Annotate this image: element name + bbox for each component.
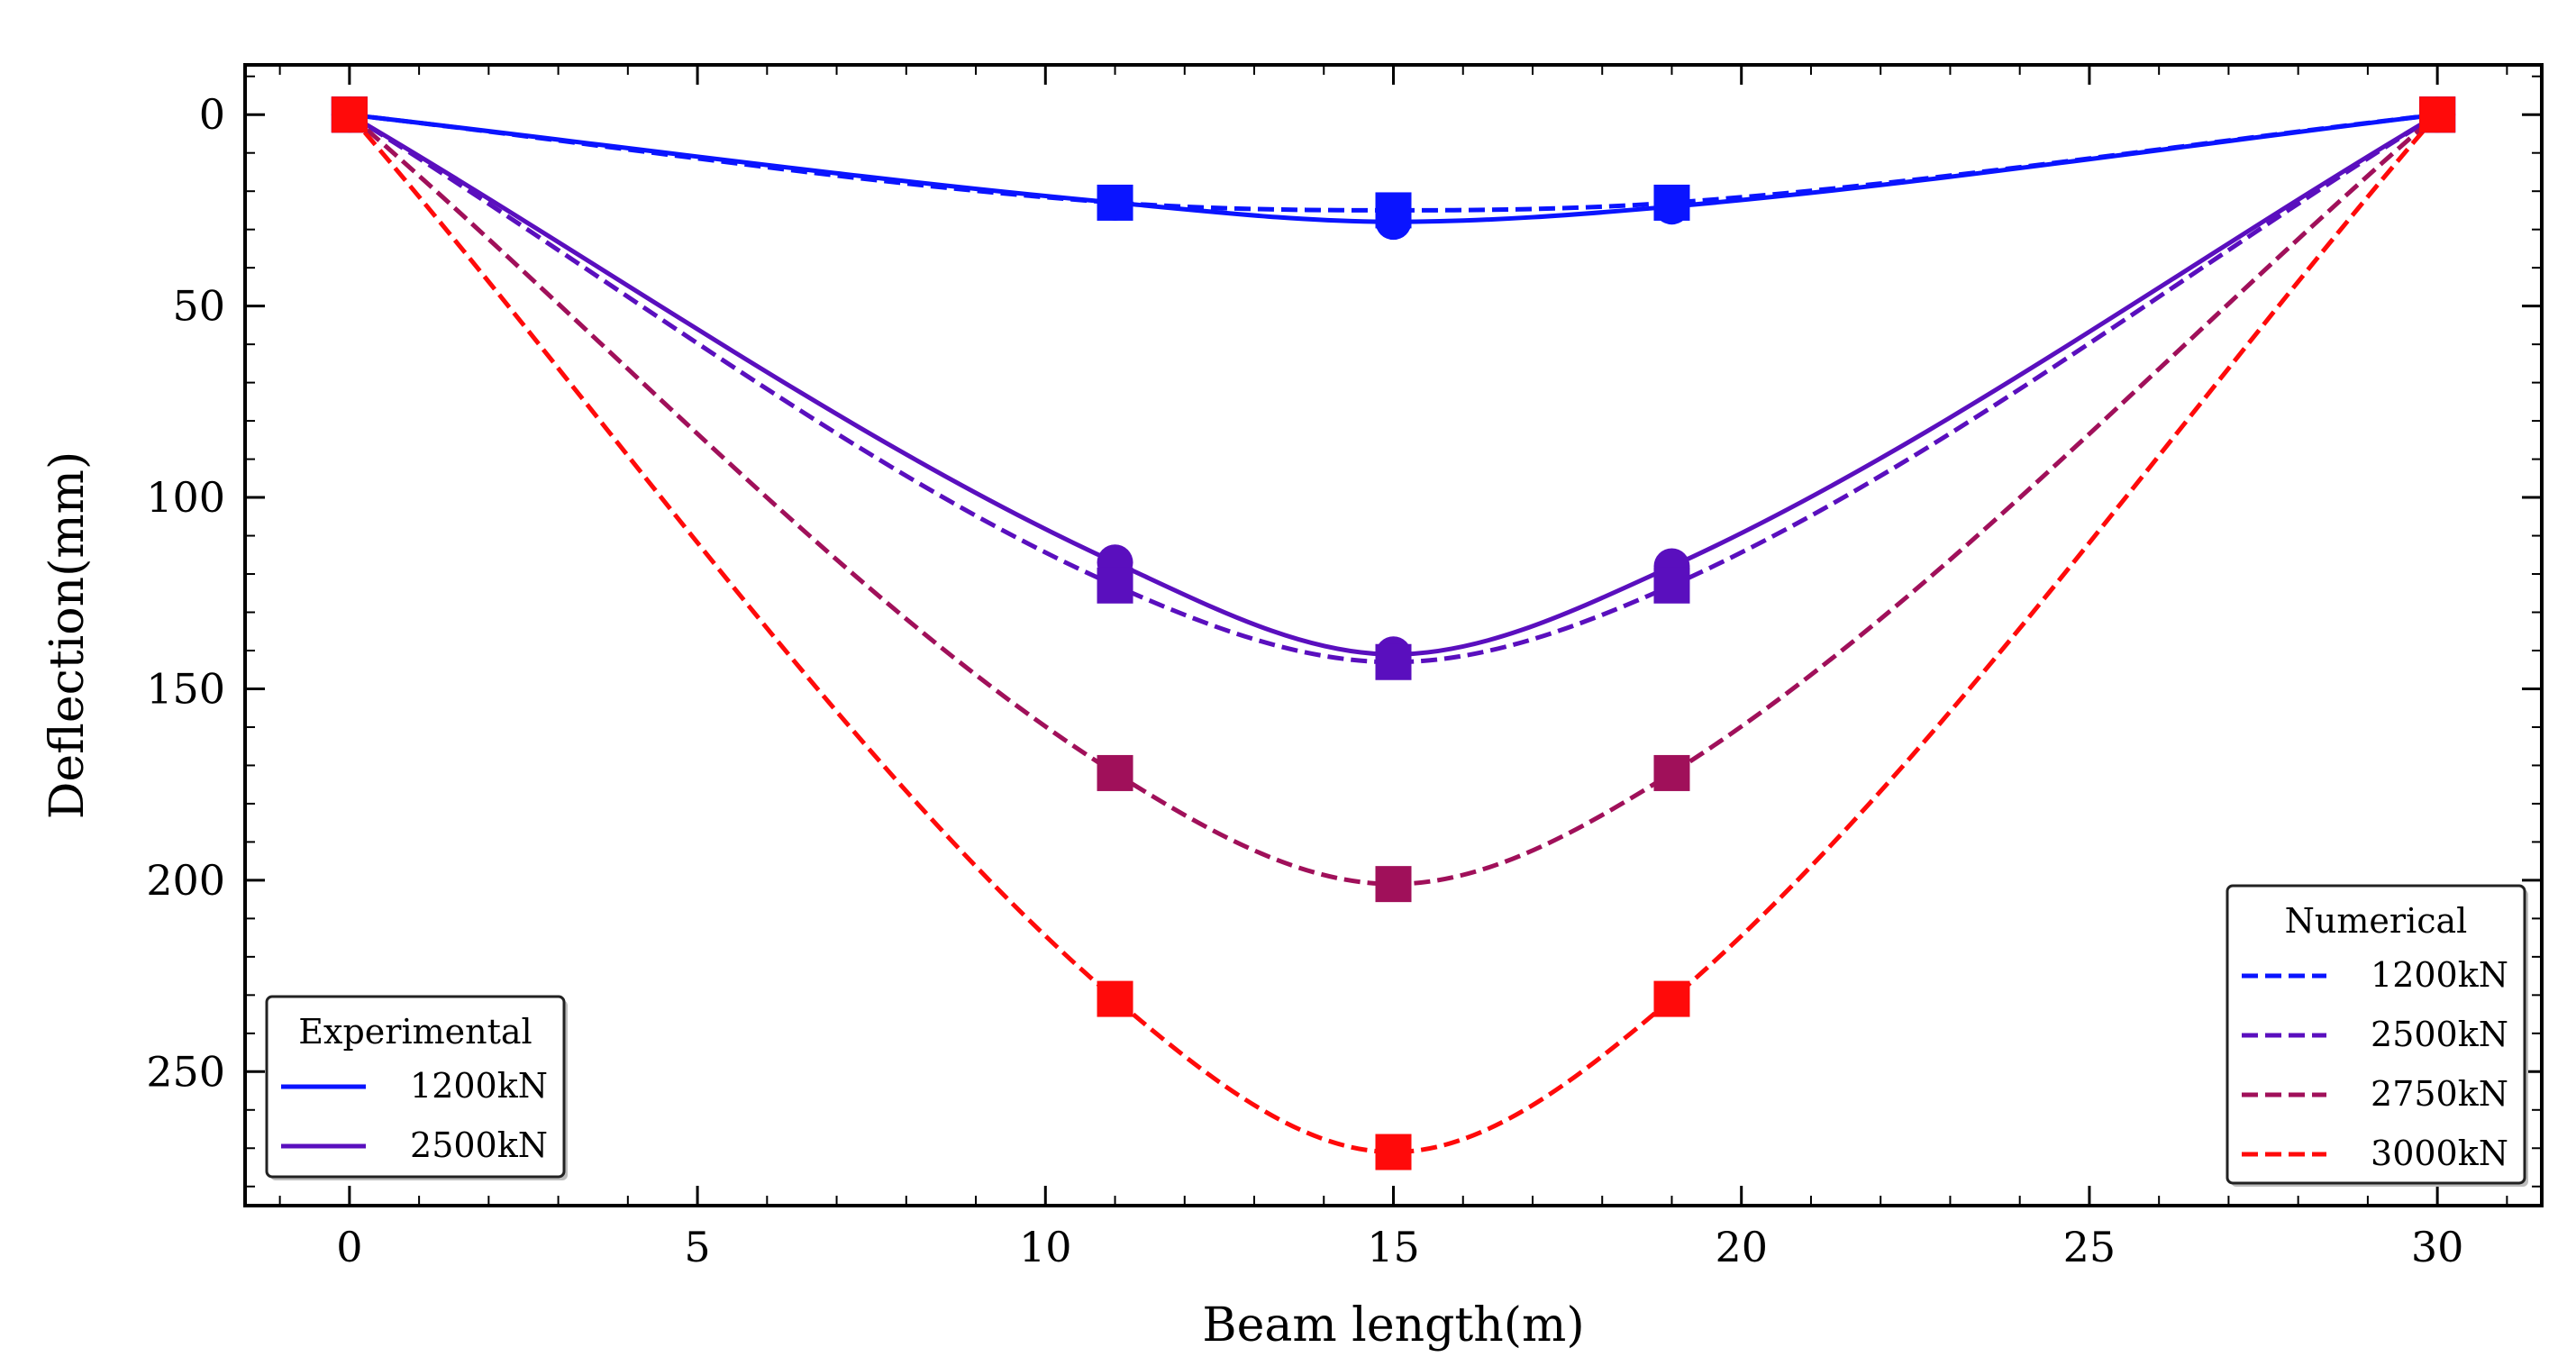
numerical-legend-label-3000kn: 3000kN xyxy=(2371,1134,2508,1173)
experimental-legend-label-2500kn: 2500kN xyxy=(410,1125,548,1165)
numerical-3000kn-point-1 xyxy=(1097,980,1133,1017)
axes-layer xyxy=(243,63,2544,1207)
numerical-2500kn-point-2 xyxy=(1375,643,1412,680)
x-tick-label: 20 xyxy=(1715,1223,1768,1271)
x-tick-label: 0 xyxy=(336,1223,362,1271)
numerical-legend: Numerical 1200kN 2500kN 2750kN 3000kN xyxy=(2226,884,2528,1187)
marker-layer xyxy=(331,96,2456,1170)
numerical-2500kn-point-3 xyxy=(1653,567,1690,604)
numerical-legend-label-2750kn: 2750kN xyxy=(2371,1074,2508,1114)
numerical-3000kn-point-4 xyxy=(2419,96,2456,133)
experimental-legend-label-1200kn: 1200kN xyxy=(410,1066,548,1106)
numerical-3000kn-point-2 xyxy=(1375,1134,1412,1170)
numerical-2500kn-line xyxy=(348,113,2439,665)
numerical-legend-label-2500kn: 2500kN xyxy=(2371,1015,2508,1054)
experimental-legend-box xyxy=(265,995,566,1179)
numerical-2750kn-point-2 xyxy=(1375,866,1412,903)
y-tick-label: 250 xyxy=(146,1047,225,1096)
y-tick-label: 50 xyxy=(172,282,225,331)
numerical-1200kn-line xyxy=(349,112,2438,213)
numerical-2500kn-point-1 xyxy=(1097,567,1133,604)
numerical-3000kn-point-0 xyxy=(331,96,368,133)
numerical-2750kn-point-1 xyxy=(1097,754,1133,791)
x-tick-label: 25 xyxy=(2063,1223,2116,1271)
x-tick-label: 30 xyxy=(2411,1223,2464,1271)
x-tick-label: 10 xyxy=(1019,1223,1072,1271)
x-tick-label: 5 xyxy=(684,1223,710,1271)
numerical-2750kn-point-3 xyxy=(1653,754,1690,791)
experimental-legend-title: Experimental xyxy=(298,1012,532,1052)
numerical-1200kn-point-1 xyxy=(1097,184,1133,221)
y-tick-label: 100 xyxy=(146,473,225,522)
numerical-1200kn-point-3 xyxy=(1653,184,1690,221)
numerical-legend-label-1200kn: 1200kN xyxy=(2371,955,2508,995)
legend-layer: Experimental 1200kN 2500kN Numerical 1200kN 2… xyxy=(265,884,2528,1187)
y-tick-label: 200 xyxy=(146,856,225,905)
tick-label-layer: 0 5 10 15 20 25 30 0 50 100 150 200 250 xyxy=(146,90,2463,1271)
numerical-legend-box xyxy=(2226,884,2526,1185)
x-tick-label: 15 xyxy=(1367,1223,1420,1271)
y-tick-label: 150 xyxy=(146,664,225,713)
numerical-legend-title: Numerical xyxy=(2285,901,2468,941)
y-tick-label: 0 xyxy=(199,90,225,139)
x-axis-title: Beam length(m) xyxy=(1202,1298,1584,1352)
experimental-legend: Experimental 1200kN 2500kN xyxy=(265,995,568,1180)
numerical-3000kn-line xyxy=(347,113,2440,1155)
numerical-3000kn-point-3 xyxy=(1653,980,1690,1017)
numerical-1200kn-point-2 xyxy=(1375,192,1412,229)
y-axis-title: Deflection(mm) xyxy=(41,451,95,820)
